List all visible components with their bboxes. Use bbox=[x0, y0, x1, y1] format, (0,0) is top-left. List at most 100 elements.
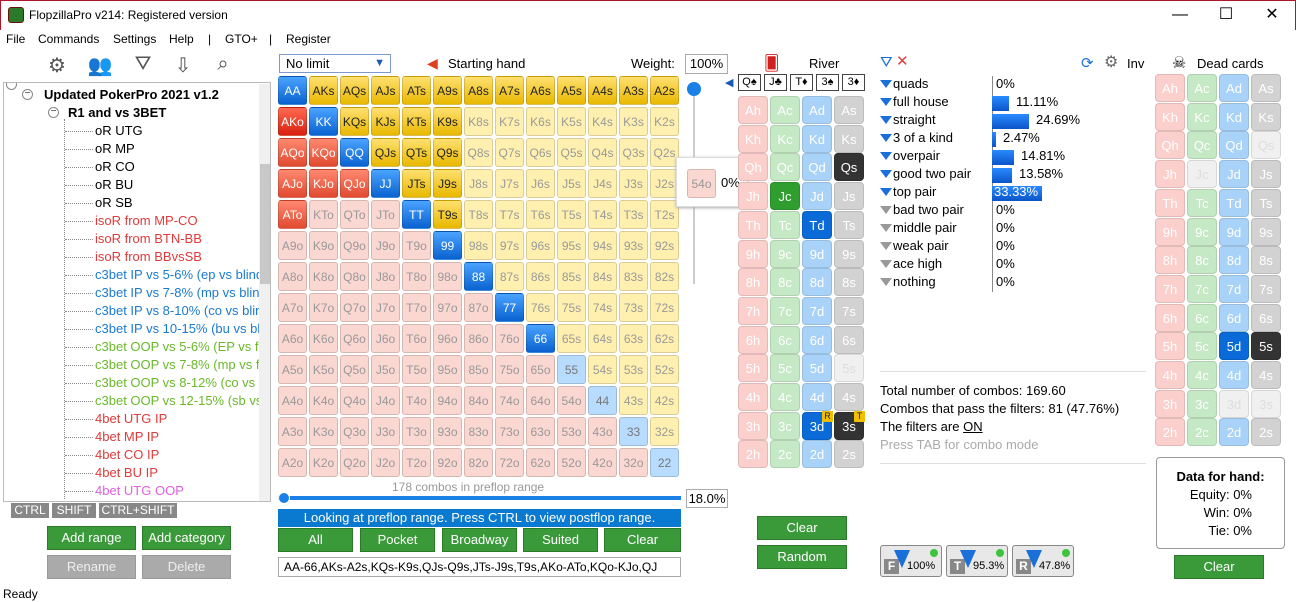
dead-card[interactable]: 8c bbox=[1187, 246, 1217, 275]
hand-cell[interactable]: Q4o bbox=[340, 386, 369, 415]
river-card[interactable]: 2s bbox=[834, 440, 864, 469]
river-card[interactable]: Js bbox=[834, 182, 864, 211]
hand-cell[interactable]: 87o bbox=[464, 293, 493, 322]
hand-cell[interactable]: 75o bbox=[495, 355, 524, 384]
hand-cell[interactable]: 96s bbox=[526, 231, 555, 260]
hand-category[interactable]: full house bbox=[893, 94, 949, 109]
hand-cell[interactable]: A7o bbox=[278, 293, 307, 322]
hand-cell[interactable]: QJo bbox=[340, 169, 369, 198]
river-card[interactable]: Jc bbox=[770, 182, 800, 211]
tree-group[interactable]: R1 and vs 3BET bbox=[68, 105, 167, 120]
hand-category[interactable]: nothing bbox=[893, 274, 936, 289]
river-card[interactable]: 2h bbox=[738, 440, 768, 469]
hand-category[interactable]: ace high bbox=[893, 256, 943, 271]
board-card[interactable]: 3♠ bbox=[816, 74, 839, 91]
maximize-button[interactable]: ☐ bbox=[1218, 6, 1234, 23]
board-card[interactable]: 3♦ bbox=[842, 74, 865, 91]
hand-cell[interactable]: 86o bbox=[464, 324, 493, 353]
dead-card[interactable]: 6d bbox=[1219, 303, 1249, 332]
hand-cell[interactable]: J6o bbox=[371, 324, 400, 353]
hand-cell[interactable]: K3o bbox=[309, 417, 338, 446]
filter-icon[interactable] bbox=[880, 188, 892, 196]
dead-card[interactable]: Ad bbox=[1219, 74, 1249, 102]
river-card[interactable]: 3s T bbox=[834, 410, 865, 440]
dead-card[interactable]: 2c bbox=[1187, 418, 1217, 447]
hand-cell[interactable]: Q7o bbox=[340, 293, 369, 322]
hand-cell[interactable]: J5s bbox=[557, 169, 586, 198]
hand-cell[interactable]: 43o bbox=[588, 417, 617, 446]
hand-cell[interactable]: 85s bbox=[557, 262, 586, 291]
range-tree[interactable]: − − Updated PokerPro 2021 v1.2 − R1 and … bbox=[3, 82, 271, 502]
river-card[interactable]: 7h bbox=[738, 296, 768, 325]
hand-cell[interactable]: A5s bbox=[557, 76, 586, 105]
hand-cell[interactable]: TT bbox=[402, 200, 431, 229]
hand-cell[interactable]: 93s bbox=[619, 231, 648, 260]
river-card[interactable]: 8h bbox=[738, 268, 768, 297]
hand-cell[interactable]: Q9o bbox=[340, 231, 369, 260]
hand-cell[interactable]: K9o bbox=[309, 231, 338, 260]
hand-cell[interactable]: A3o bbox=[278, 417, 307, 446]
river-card[interactable]: Kd bbox=[802, 124, 832, 153]
river-card[interactable]: 5d bbox=[802, 354, 832, 383]
hand-cell[interactable]: Q4s bbox=[588, 138, 617, 167]
hand-category[interactable]: weak pair bbox=[893, 238, 949, 253]
filter-icon[interactable] bbox=[880, 278, 892, 286]
river-card[interactable]: Kc bbox=[770, 124, 800, 153]
hand-cell[interactable]: 93o bbox=[433, 417, 462, 446]
hand-cell[interactable]: T6s bbox=[526, 200, 555, 229]
hand-cell[interactable]: 63s bbox=[619, 324, 648, 353]
hand-cell[interactable]: K4s bbox=[588, 107, 617, 136]
dead-card[interactable]: Th bbox=[1155, 188, 1185, 217]
tree-item[interactable]: c3bet OOP vs 8-12% (co vs bu bbox=[95, 375, 271, 390]
hand-cell[interactable]: 43s bbox=[619, 386, 648, 415]
hand-cell[interactable]: Q9s bbox=[433, 138, 462, 167]
dead-card[interactable]: 2s bbox=[1251, 418, 1281, 447]
hand-cell[interactable]: 74o bbox=[495, 386, 524, 415]
hand-cell[interactable]: K6o bbox=[309, 324, 338, 353]
river-card[interactable]: Ts bbox=[834, 210, 864, 239]
hand-cell[interactable]: QTs bbox=[402, 138, 431, 167]
hand-cell[interactable]: 62o bbox=[526, 448, 555, 477]
suited-button[interactable]: Suited bbox=[523, 528, 598, 552]
hand-cell[interactable]: A8s bbox=[464, 76, 493, 105]
hand-cell[interactable]: T2s bbox=[650, 200, 679, 229]
dead-card[interactable]: 7s bbox=[1251, 274, 1281, 303]
river-card[interactable]: 7c bbox=[770, 296, 800, 325]
river-deck[interactable]: Ah Ac Ad As Kh Kc Kd Ks Qh Qc Qd Qs Jh Jc Jd Js Th Tc Td Ts… bbox=[738, 96, 866, 510]
hand-cell[interactable]: 92s bbox=[650, 231, 679, 260]
hand-cell[interactable]: A8o bbox=[278, 262, 307, 291]
hand-cell[interactable]: T5o bbox=[402, 355, 431, 384]
dead-card[interactable]: Ks bbox=[1251, 102, 1281, 131]
hand-cell[interactable]: J2s bbox=[650, 169, 679, 198]
river-card[interactable]: 2d bbox=[802, 440, 832, 469]
tree-item[interactable]: c3bet OOP vs 12-15% (sb vs b bbox=[95, 393, 271, 408]
close-button[interactable]: ✕ bbox=[1265, 6, 1279, 23]
hand-cell[interactable]: AJo bbox=[278, 169, 307, 198]
hand-cell[interactable]: 72o bbox=[495, 448, 524, 477]
hand-cell[interactable]: 53s bbox=[619, 355, 648, 384]
menu-settings[interactable]: Settings bbox=[113, 32, 157, 46]
menu-gto[interactable]: GTO+ bbox=[225, 32, 258, 46]
river-card[interactable]: 9s bbox=[834, 239, 864, 268]
hand-cell[interactable]: AA bbox=[278, 76, 307, 105]
river-card[interactable]: 4h bbox=[738, 383, 768, 411]
river-card[interactable]: 8c bbox=[770, 268, 800, 297]
collapse-icon[interactable]: − bbox=[6, 83, 17, 90]
hand-cell[interactable]: 32o bbox=[619, 448, 648, 477]
hand-cell[interactable]: T9o bbox=[402, 231, 431, 260]
percent-input[interactable]: 18.0% bbox=[686, 489, 728, 508]
dead-card[interactable]: 6h bbox=[1155, 303, 1185, 332]
hand-cell[interactable]: KK bbox=[309, 107, 338, 136]
river-card[interactable]: Qs bbox=[834, 153, 864, 182]
dead-card[interactable]: 3h bbox=[1155, 389, 1185, 418]
dead-card[interactable]: Qd bbox=[1219, 131, 1249, 160]
menu-file[interactable]: File bbox=[6, 32, 26, 46]
hand-cell[interactable]: 99 bbox=[433, 231, 462, 260]
hand-cell[interactable]: J9s bbox=[433, 169, 462, 198]
range-text-input[interactable]: AA-66,AKs-A2s,KQs-K9s,QJs-Q9s,JTs-J9s,T9… bbox=[278, 557, 681, 577]
river-card[interactable]: As bbox=[834, 96, 864, 124]
dead-card[interactable]: 4d bbox=[1219, 361, 1249, 389]
river-card[interactable]: 6d bbox=[802, 325, 832, 354]
hand-cell[interactable]: 64o bbox=[526, 386, 555, 415]
hand-cell[interactable]: J8s bbox=[464, 169, 493, 198]
